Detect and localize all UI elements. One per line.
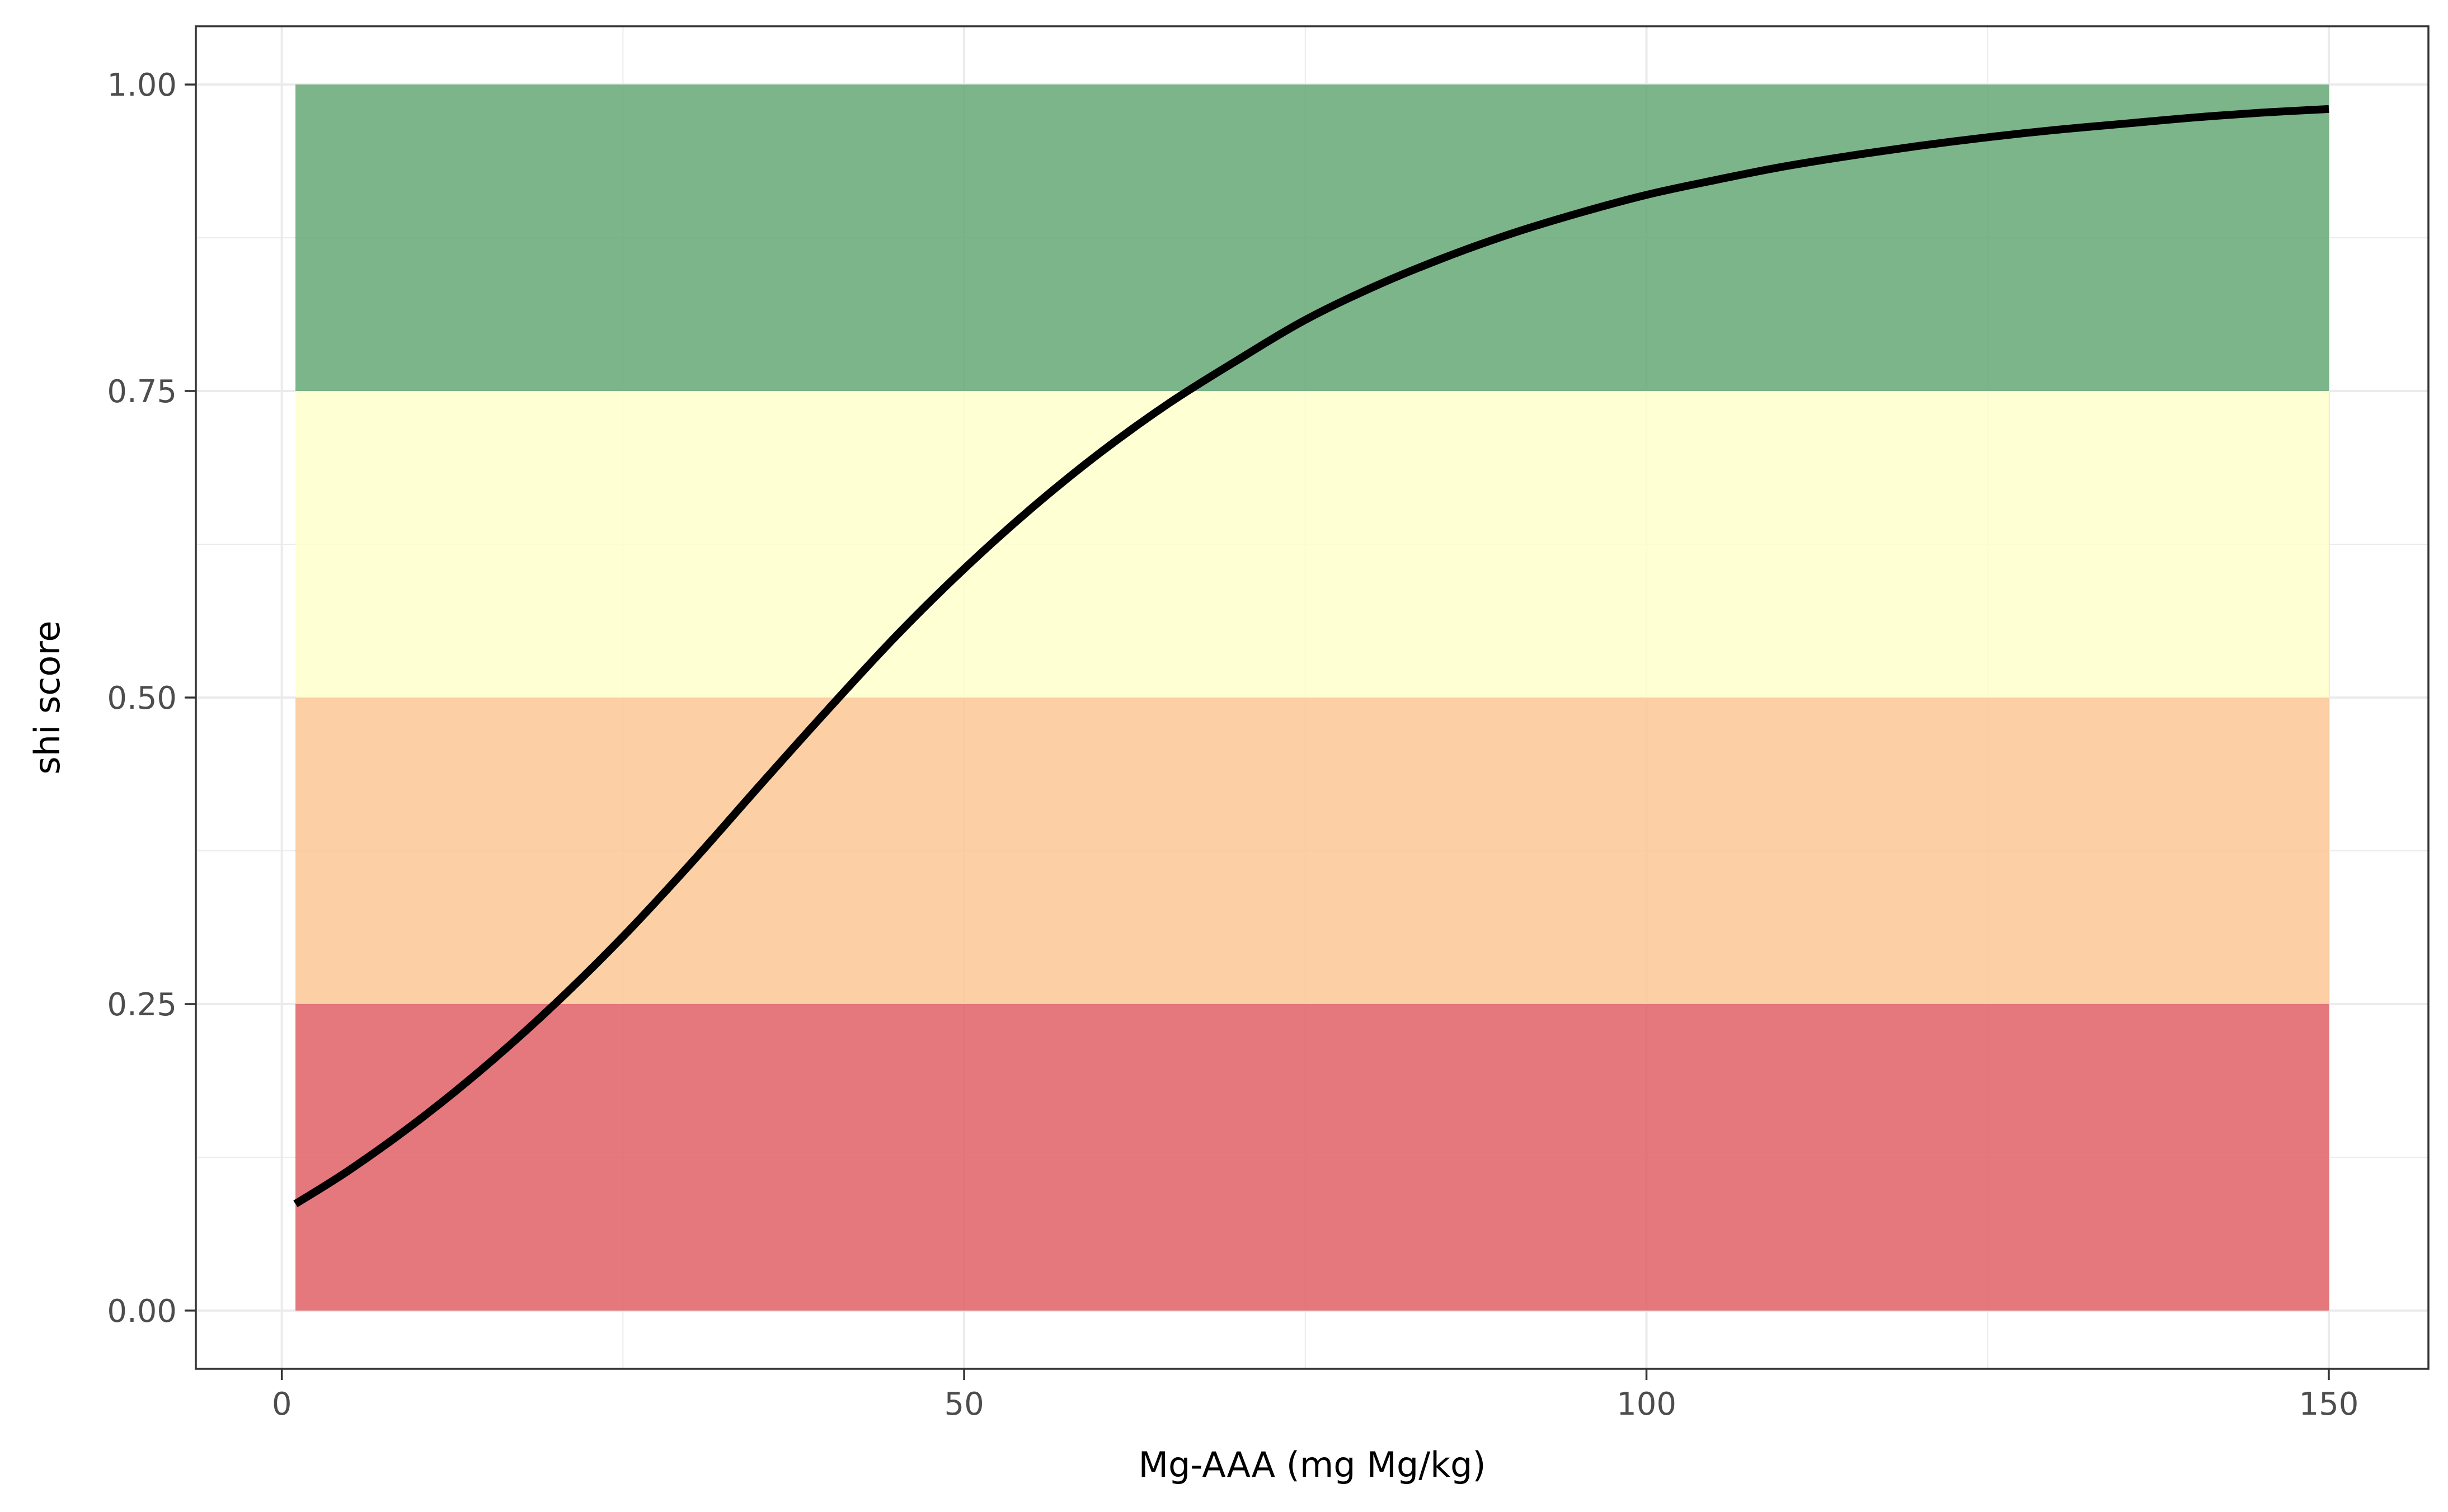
x-axis: 0 50 100 150 xyxy=(272,1369,2359,1422)
series-line xyxy=(293,105,2329,1208)
y-axis-title: shi score xyxy=(27,620,68,774)
score-band-2 xyxy=(295,698,2329,1004)
x-tick-label: 50 xyxy=(944,1386,984,1422)
x-tick-label: 150 xyxy=(2299,1386,2359,1422)
x-tick-label: 0 xyxy=(272,1386,292,1422)
score-band-1 xyxy=(295,1004,2329,1311)
score-bands xyxy=(295,84,2329,1311)
y-axis: 0.00 0.25 0.50 0.75 1.00 xyxy=(107,67,196,1330)
y-tick-label: 0.00 xyxy=(107,1293,177,1330)
y-tick-label: 0.50 xyxy=(107,680,177,717)
y-tick-label: 0.75 xyxy=(107,374,177,410)
y-tick-label: 0.25 xyxy=(107,987,177,1023)
x-tick-label: 100 xyxy=(1617,1386,1676,1422)
score-band-3 xyxy=(295,391,2329,698)
y-tick-label: 1.00 xyxy=(107,67,177,103)
x-axis-title: Mg-AAA (mg Mg/kg) xyxy=(1138,1444,1486,1485)
